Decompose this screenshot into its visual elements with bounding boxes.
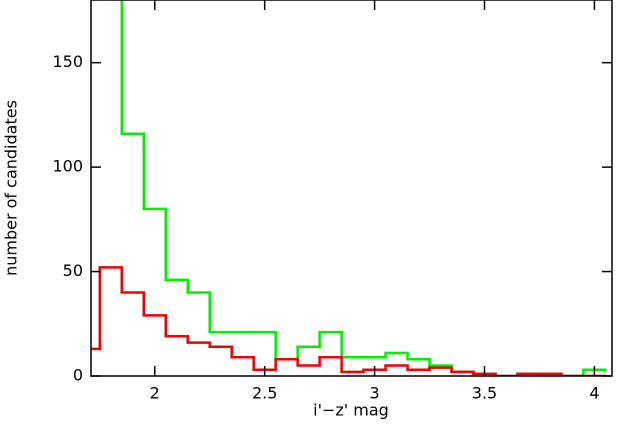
x-tick-label: 4 <box>589 384 599 403</box>
y-tick-label: 150 <box>52 52 83 71</box>
plot-area <box>91 0 607 376</box>
y-tick-label: 50 <box>63 261 83 280</box>
x-tick-label: 3 <box>369 384 379 403</box>
x-tick-label: 2.5 <box>252 384 277 403</box>
y-tick-label: 100 <box>52 157 83 176</box>
y-axis-label: number of candidates <box>2 100 21 276</box>
x-tick-label: 2 <box>150 384 160 403</box>
x-axis-label: i'−z' mag <box>313 401 389 420</box>
plot-frame <box>90 0 613 377</box>
y-tick-label: 0 <box>73 366 83 385</box>
x-tick-label: 3.5 <box>472 384 497 403</box>
